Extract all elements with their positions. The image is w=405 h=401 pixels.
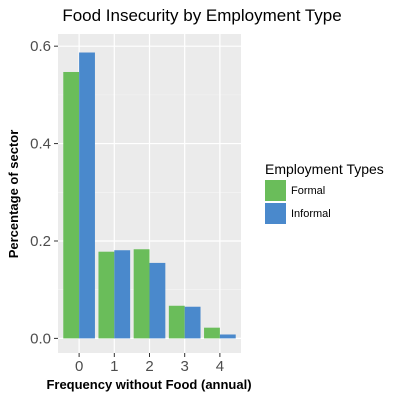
- legend-title: Employment Types: [265, 161, 384, 177]
- y-tick-label: 0.6: [30, 38, 51, 55]
- y-tick-label: 0.0: [30, 330, 51, 347]
- legend-key-informal: [265, 203, 286, 224]
- bar-informal-1: [114, 250, 131, 339]
- x-tick-label: 4: [216, 358, 224, 375]
- x-tick-label: 0: [75, 358, 83, 375]
- legend: Employment Types Formal Informal: [265, 161, 384, 224]
- y-axis-title: Percentage of sector: [6, 130, 21, 259]
- legend-label-informal: Informal: [291, 208, 331, 220]
- x-tick-label: 2: [145, 358, 153, 375]
- bar-informal-4: [219, 334, 236, 339]
- y-tick-label: 0.4: [30, 136, 51, 153]
- bar-formal-2: [133, 249, 150, 339]
- bar-formal-1: [98, 251, 115, 339]
- x-tick-label: 3: [181, 358, 189, 375]
- bar-informal-2: [149, 262, 166, 339]
- x-axis-title: Frequency without Food (annual): [46, 377, 251, 392]
- legend-items: Formal Informal: [265, 180, 331, 224]
- legend-key-formal: [265, 180, 286, 201]
- bar-informal-3: [184, 306, 201, 339]
- bar-formal-4: [204, 327, 220, 339]
- legend-label-formal: Formal: [291, 185, 325, 197]
- x-tick-label: 1: [110, 358, 118, 375]
- bar-formal-0: [63, 71, 80, 339]
- bar-formal-3: [168, 305, 185, 339]
- bars: [63, 52, 236, 339]
- chart-title: Food Insecurity by Employment Type: [62, 6, 341, 25]
- x-axis: 0 1 2 3 4: [75, 353, 224, 375]
- bar-informal-0: [79, 52, 95, 339]
- y-tick-label: 0.2: [30, 233, 51, 250]
- y-axis: 0.0 0.2 0.4 0.6: [30, 38, 58, 347]
